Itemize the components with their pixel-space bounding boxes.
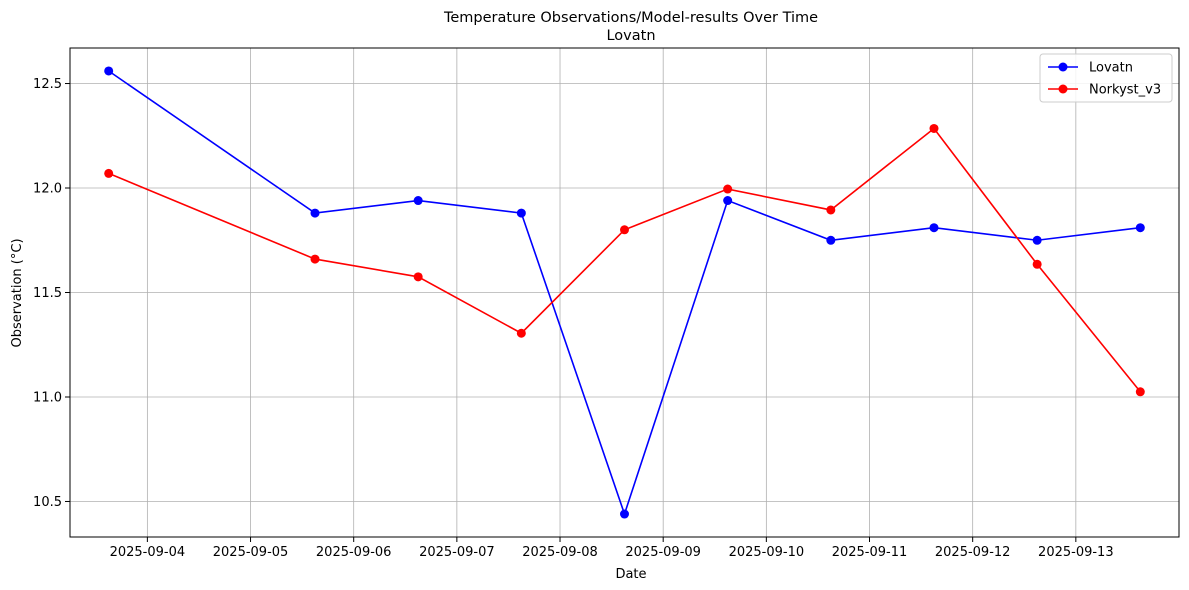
- x-tick-label: 2025-09-09: [625, 545, 701, 560]
- x-tick-label: 2025-09-11: [832, 545, 908, 560]
- series-markers: [104, 66, 1145, 519]
- y-tick-label: 12.5: [33, 77, 62, 92]
- y-axis-title: Observation (°C): [10, 238, 25, 347]
- data-point: [826, 205, 836, 215]
- x-axis-ticks: 2025-09-04 2025-09-05 2025-09-06 2025-09-07…: [110, 537, 1114, 560]
- x-tick-label: 2025-09-05: [213, 545, 289, 560]
- x-tick-label: 2025-09-07: [419, 545, 495, 560]
- legend: Lovatn Norkyst_v3: [1039, 53, 1173, 103]
- series-lines: [108, 70, 1141, 517]
- legend-label: Norkyst_v3: [1089, 83, 1161, 98]
- y-tick-label: 11.0: [33, 390, 62, 405]
- data-point: [1135, 223, 1145, 233]
- legend-marker: [1058, 62, 1068, 72]
- data-point: [104, 168, 114, 178]
- x-tick-label: 2025-09-12: [935, 545, 1011, 560]
- data-point: [929, 123, 939, 133]
- plot-frame: [69, 47, 1180, 538]
- x-tick-label: 2025-09-08: [522, 545, 598, 560]
- x-axis-title: Date: [615, 567, 646, 582]
- data-point: [723, 196, 733, 206]
- data-point: [104, 66, 114, 76]
- x-tick-label: 2025-09-06: [316, 545, 392, 560]
- x-tick-label: 2025-09-10: [729, 545, 805, 560]
- legend-box: [1039, 53, 1173, 103]
- data-point: [310, 254, 320, 264]
- data-point: [620, 225, 629, 235]
- data-point: [1135, 387, 1145, 397]
- data-point: [516, 328, 526, 338]
- y-tick-label: 12.0: [33, 182, 62, 197]
- y-tick-label: 10.5: [33, 495, 62, 510]
- data-point: [826, 235, 836, 245]
- data-point: [1032, 259, 1042, 269]
- legend-label: Lovatn: [1089, 61, 1133, 76]
- data-point: [620, 509, 629, 519]
- x-tick-label: 2025-09-13: [1038, 545, 1114, 560]
- data-point: [723, 184, 733, 194]
- x-tick-label: 2025-09-04: [110, 545, 186, 560]
- y-axis-ticks: 10.5 11.0 11.5 12.0 12.5: [33, 77, 70, 510]
- data-point: [310, 208, 320, 218]
- series-line-norkyst-v3: [108, 127, 1141, 393]
- data-point: [413, 196, 423, 206]
- series-line-lovatn: [108, 70, 1141, 517]
- data-point: [516, 208, 526, 218]
- data-point: [1032, 235, 1042, 245]
- data-point: [413, 272, 423, 282]
- y-tick-label: 11.5: [33, 286, 62, 301]
- legend-marker: [1058, 84, 1068, 94]
- chart-subtitle: Lovatn: [606, 28, 655, 44]
- data-point: [929, 223, 939, 233]
- chart-title: Temperature Observations/Model-results O…: [443, 10, 818, 26]
- grid-lines: [70, 48, 1179, 537]
